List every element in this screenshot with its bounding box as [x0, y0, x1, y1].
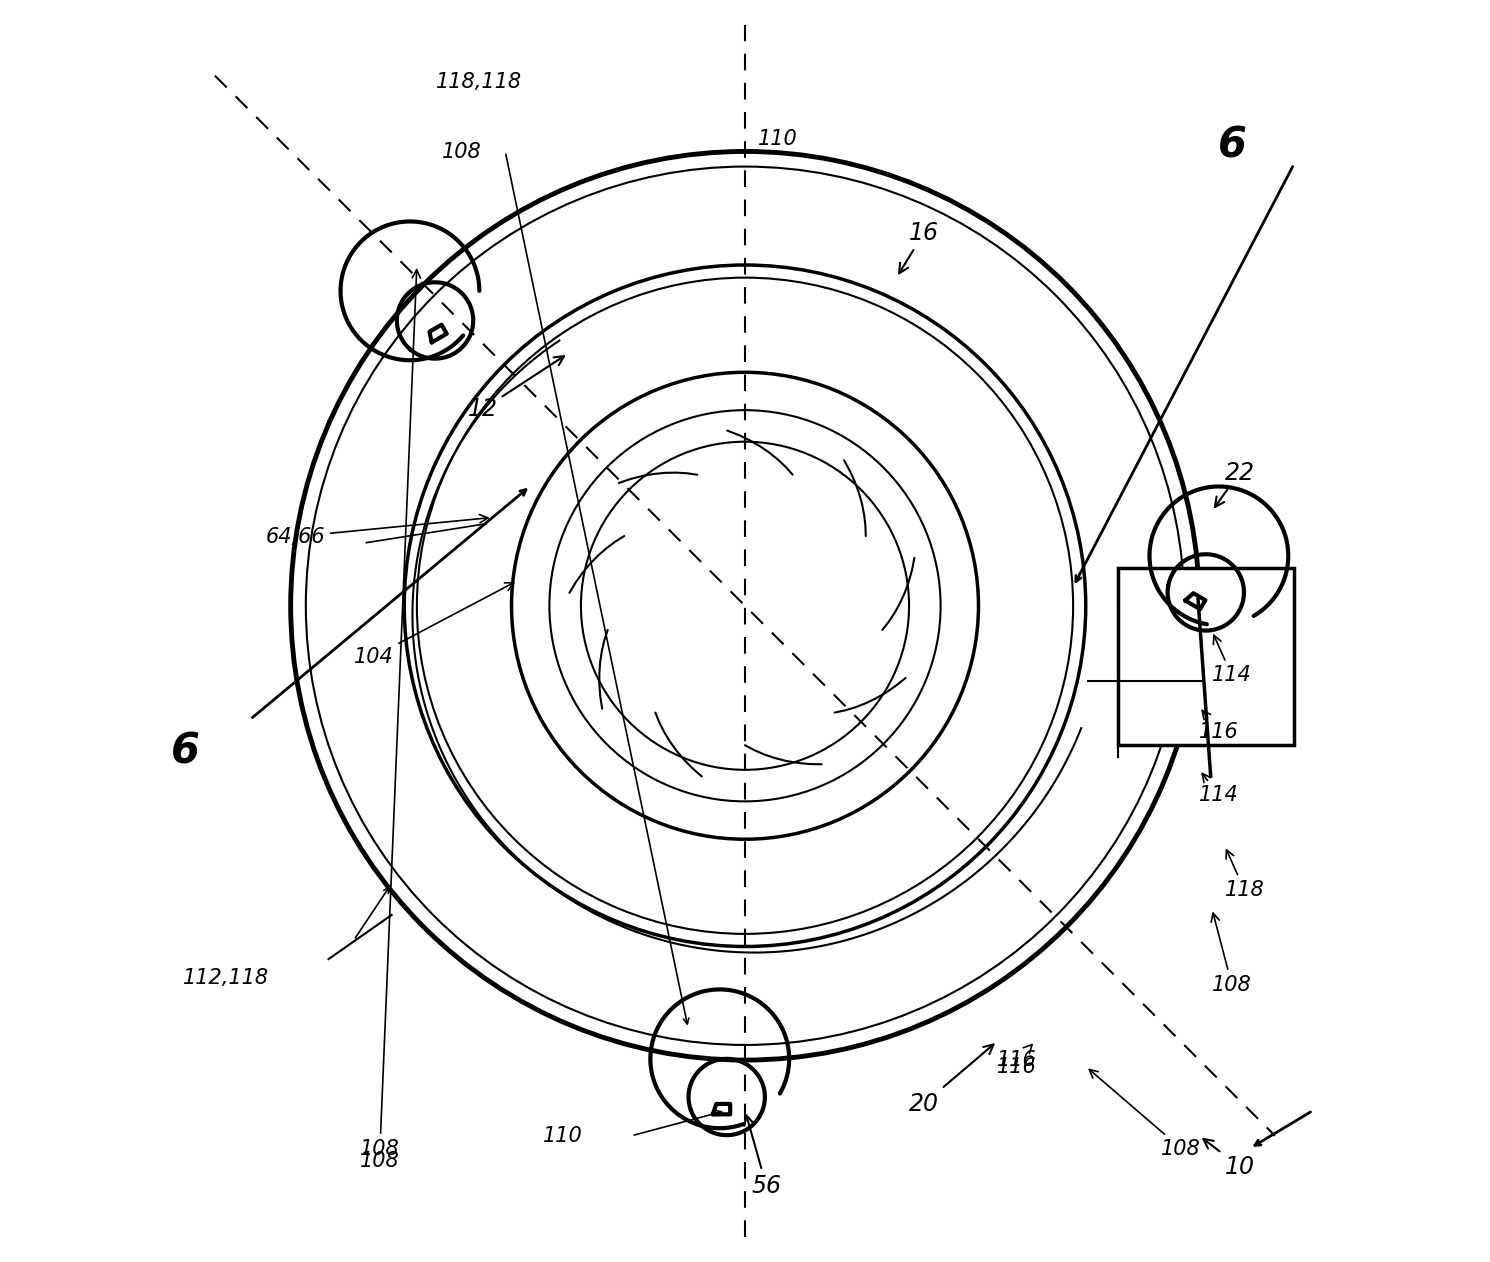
Text: 64,66: 64,66: [265, 515, 489, 546]
Text: 56: 56: [745, 1116, 781, 1198]
Text: 6: 6: [171, 731, 200, 772]
Text: 114: 114: [1211, 635, 1252, 685]
Text: 108: 108: [1211, 914, 1252, 994]
Text: 116: 116: [997, 1056, 1037, 1076]
Text: 16: 16: [898, 221, 939, 274]
Text: 108: 108: [1089, 1069, 1201, 1159]
Text: 20: 20: [909, 1045, 994, 1116]
Text: 110: 110: [542, 1126, 583, 1146]
Text: 108: 108: [361, 1151, 399, 1171]
Text: 116: 116: [997, 1045, 1037, 1070]
Text: 104: 104: [353, 583, 514, 666]
Text: 6: 6: [1219, 125, 1247, 167]
Text: 118,118: 118,118: [435, 72, 522, 92]
Text: 10: 10: [1204, 1138, 1255, 1179]
Text: 118: 118: [1225, 849, 1265, 900]
Text: 110: 110: [757, 129, 797, 149]
Text: 108: 108: [443, 141, 481, 162]
Bar: [1118, 568, 1295, 745]
Text: 12: 12: [468, 356, 565, 422]
Text: 114: 114: [1199, 774, 1240, 805]
Text: 108: 108: [361, 270, 420, 1159]
Text: 116: 116: [1199, 711, 1240, 742]
Text: 112,118: 112,118: [183, 968, 270, 988]
Text: 22: 22: [1214, 461, 1255, 507]
